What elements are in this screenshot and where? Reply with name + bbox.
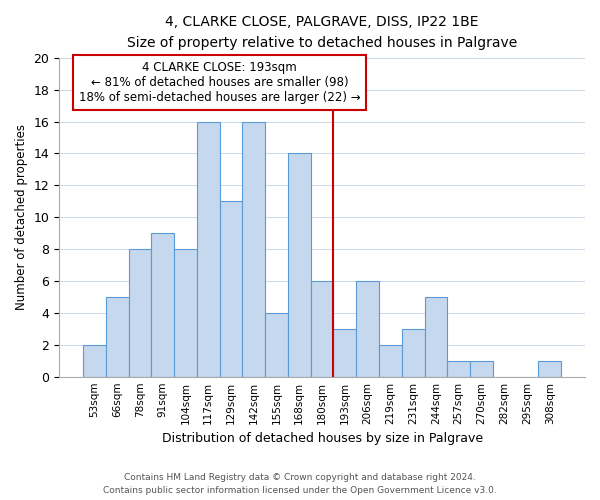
Title: 4, CLARKE CLOSE, PALGRAVE, DISS, IP22 1BE
Size of property relative to detached : 4, CLARKE CLOSE, PALGRAVE, DISS, IP22 1B… bbox=[127, 15, 517, 50]
Y-axis label: Number of detached properties: Number of detached properties bbox=[15, 124, 28, 310]
Bar bbox=[425, 297, 447, 376]
Bar bbox=[288, 154, 311, 376]
Bar bbox=[128, 249, 151, 376]
Bar bbox=[197, 122, 220, 376]
Text: 4 CLARKE CLOSE: 193sqm
← 81% of detached houses are smaller (98)
18% of semi-det: 4 CLARKE CLOSE: 193sqm ← 81% of detached… bbox=[79, 61, 361, 104]
Bar bbox=[538, 360, 561, 376]
Bar bbox=[334, 329, 356, 376]
Bar bbox=[151, 233, 174, 376]
Text: Contains HM Land Registry data © Crown copyright and database right 2024.
Contai: Contains HM Land Registry data © Crown c… bbox=[103, 474, 497, 495]
Bar bbox=[447, 360, 470, 376]
Bar bbox=[174, 249, 197, 376]
Bar bbox=[379, 345, 402, 376]
Bar bbox=[402, 329, 425, 376]
Bar bbox=[356, 281, 379, 376]
Bar bbox=[83, 345, 106, 376]
Bar bbox=[220, 201, 242, 376]
Bar bbox=[470, 360, 493, 376]
Bar bbox=[311, 281, 334, 376]
X-axis label: Distribution of detached houses by size in Palgrave: Distribution of detached houses by size … bbox=[161, 432, 482, 445]
Bar bbox=[265, 313, 288, 376]
Bar bbox=[106, 297, 128, 376]
Bar bbox=[242, 122, 265, 376]
